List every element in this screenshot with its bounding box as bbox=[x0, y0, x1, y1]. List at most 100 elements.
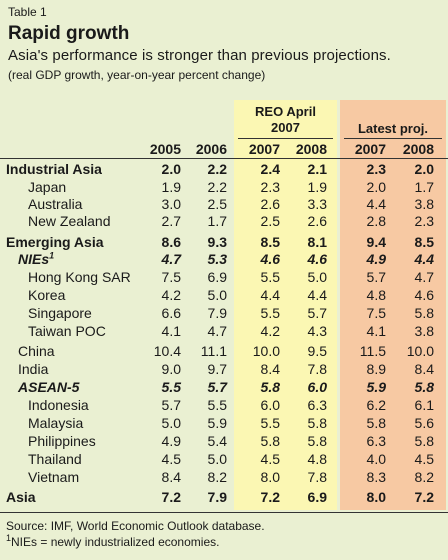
year-header: 2007 bbox=[354, 141, 386, 157]
table-row: Emerging Asia 8.6 9.3 8.5 8.1 9.4 8.5 bbox=[0, 233, 448, 251]
cell-value: 4.9 bbox=[366, 251, 386, 267]
table-row: Thailand 4.5 5.0 4.5 4.8 4.0 4.5 bbox=[0, 450, 448, 468]
cell-value: 4.7 bbox=[207, 323, 227, 339]
source-note: Source: IMF, World Economic Outlook data… bbox=[6, 519, 265, 533]
cell-value: 10.0 bbox=[252, 343, 280, 359]
table-row: ASEAN-5 5.5 5.7 5.8 6.0 5.9 5.8 bbox=[0, 378, 448, 396]
row-label: Industrial Asia bbox=[6, 160, 102, 178]
cell-value: 7.9 bbox=[207, 489, 227, 505]
cell-value: 4.4 bbox=[366, 196, 386, 212]
cell-value: 5.8 bbox=[414, 433, 434, 449]
cell-value: 4.0 bbox=[366, 451, 386, 467]
cell-value: 2.1 bbox=[307, 161, 327, 177]
cell-value: 4.8 bbox=[366, 287, 386, 303]
cell-value: 7.5 bbox=[366, 305, 386, 321]
cell-value: 2.6 bbox=[260, 196, 280, 212]
table-row: Australia 3.0 2.5 2.6 3.3 4.4 3.8 bbox=[0, 195, 448, 213]
table-row: Japan 1.9 2.2 2.3 1.9 2.0 1.7 bbox=[0, 178, 448, 196]
cell-value: 10.4 bbox=[153, 343, 181, 359]
cell-value: 5.5 bbox=[260, 269, 280, 285]
cell-value: 5.8 bbox=[260, 433, 280, 449]
row-label: Indonesia bbox=[28, 396, 89, 414]
cell-value: 4.7 bbox=[414, 269, 434, 285]
cell-value: 5.0 bbox=[207, 451, 227, 467]
table-row: Singapore 6.6 7.9 5.5 5.7 7.5 5.8 bbox=[0, 304, 448, 322]
cell-value: 5.7 bbox=[207, 379, 227, 395]
cell-value: 2.0 bbox=[414, 161, 434, 177]
row-label-text: New Zealand bbox=[28, 213, 111, 229]
cell-value: 6.2 bbox=[366, 397, 386, 413]
row-label-text: NIEs bbox=[18, 251, 50, 267]
cell-value: 3.3 bbox=[307, 196, 327, 212]
cell-value: 2.3 bbox=[414, 213, 434, 229]
table-title: Rapid growth bbox=[8, 23, 130, 44]
cell-value: 1.9 bbox=[307, 179, 327, 195]
row-label: Emerging Asia bbox=[6, 233, 104, 251]
cell-value: 9.5 bbox=[307, 343, 327, 359]
cell-value: 2.5 bbox=[260, 213, 280, 229]
year-header: 2006 bbox=[195, 141, 227, 157]
table-row: China 10.4 11.1 10.0 9.5 11.5 10.0 bbox=[0, 342, 448, 360]
cell-value: 8.3 bbox=[366, 469, 386, 485]
cell-value: 5.8 bbox=[366, 415, 386, 431]
cell-value: 5.7 bbox=[307, 305, 327, 321]
cell-value: 7.8 bbox=[307, 361, 327, 377]
cell-value: 5.8 bbox=[307, 415, 327, 431]
cell-value: 4.4 bbox=[307, 287, 327, 303]
cell-value: 5.9 bbox=[366, 379, 386, 395]
cell-value: 2.6 bbox=[307, 213, 327, 229]
cell-value: 5.8 bbox=[414, 379, 434, 395]
row-label: Malaysia bbox=[28, 414, 83, 432]
cell-value: 7.5 bbox=[161, 269, 181, 285]
row-label-text: Singapore bbox=[28, 305, 92, 321]
latest-title-rule bbox=[344, 138, 442, 139]
row-label-text: Taiwan POC bbox=[28, 323, 106, 339]
cell-value: 8.2 bbox=[207, 469, 227, 485]
cell-value: 1.7 bbox=[414, 179, 434, 195]
table-row: NIEs1 4.7 5.3 4.6 4.6 4.9 4.4 bbox=[0, 250, 448, 268]
cell-value: 4.4 bbox=[414, 251, 434, 267]
footnote: 1NIEs = newly industrialized economies. bbox=[6, 534, 265, 550]
cell-value: 11.1 bbox=[200, 343, 227, 359]
footnote-text: NIEs = newly industrialized economies. bbox=[11, 535, 220, 549]
table-row: Asia 7.2 7.9 7.2 6.9 8.0 7.2 bbox=[0, 488, 448, 506]
cell-value: 2.2 bbox=[207, 161, 227, 177]
cell-value: 6.9 bbox=[307, 489, 327, 505]
table-row: India 9.0 9.7 8.4 7.8 8.9 8.4 bbox=[0, 360, 448, 378]
row-label: Thailand bbox=[28, 450, 82, 468]
cell-value: 6.0 bbox=[307, 379, 327, 395]
row-label-text: Vietnam bbox=[28, 469, 80, 485]
row-label-text: Japan bbox=[28, 179, 67, 195]
cell-value: 5.5 bbox=[260, 305, 280, 321]
cell-value: 5.8 bbox=[260, 379, 280, 395]
row-label: Singapore bbox=[28, 304, 92, 322]
cell-value: 4.1 bbox=[161, 323, 181, 339]
cell-value: 2.3 bbox=[260, 179, 280, 195]
cell-value: 9.0 bbox=[161, 361, 181, 377]
latest-column-band bbox=[340, 100, 446, 510]
cell-value: 5.6 bbox=[414, 415, 434, 431]
table-row: Korea 4.2 5.0 4.4 4.4 4.8 4.6 bbox=[0, 286, 448, 304]
cell-value: 6.3 bbox=[366, 433, 386, 449]
cell-value: 5.3 bbox=[207, 251, 227, 267]
cell-value: 7.2 bbox=[161, 489, 181, 505]
cell-value: 2.3 bbox=[366, 161, 386, 177]
year-header: 2005 bbox=[149, 141, 181, 157]
cell-value: 2.7 bbox=[161, 213, 181, 229]
row-label: New Zealand bbox=[28, 212, 111, 230]
cell-value: 2.8 bbox=[366, 213, 386, 229]
table-row: Taiwan POC 4.1 4.7 4.2 4.3 4.1 3.8 bbox=[0, 322, 448, 340]
cell-value: 4.9 bbox=[161, 433, 181, 449]
cell-value: 5.4 bbox=[207, 433, 227, 449]
cell-value: 8.9 bbox=[366, 361, 386, 377]
cell-value: 5.8 bbox=[414, 305, 434, 321]
cell-value: 4.1 bbox=[366, 323, 386, 339]
row-label: India bbox=[18, 360, 48, 378]
row-label-text: Philippines bbox=[28, 433, 96, 449]
cell-value: 2.4 bbox=[260, 161, 280, 177]
cell-value: 9.4 bbox=[366, 234, 386, 250]
row-label: Korea bbox=[28, 286, 65, 304]
row-label: ASEAN-5 bbox=[18, 378, 79, 396]
table-label: Table 1 bbox=[8, 5, 47, 19]
cell-value: 6.0 bbox=[260, 397, 280, 413]
